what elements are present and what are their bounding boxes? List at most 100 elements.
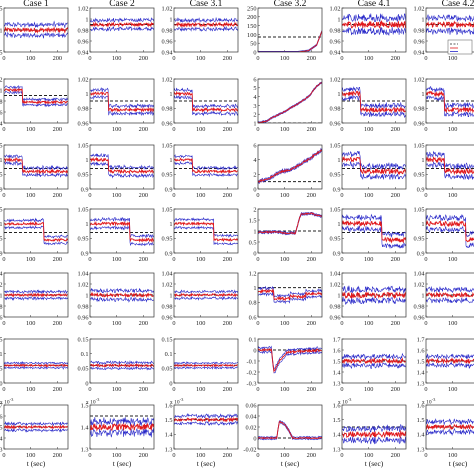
y-tick-label: 1.6 [165, 402, 173, 409]
x-tick-label: 0 [2, 386, 5, 393]
y-tick-label: 1 [85, 91, 88, 98]
upper-bound-line [258, 212, 322, 234]
x-tick-label: 0 [2, 192, 5, 199]
panel-frame [257, 7, 323, 53]
panel-frame [3, 338, 69, 384]
x-tick-label: 100 [196, 55, 205, 62]
x-tick-label: 0 [172, 320, 175, 327]
y-tick-label: 1.05 [329, 206, 340, 213]
upper-bound-line [342, 352, 406, 361]
mean-line [4, 87, 68, 105]
y-tick-label: 0.96 [0, 109, 3, 116]
y-tick-label: 1.4 [0, 435, 3, 442]
y-tick-label: 0.98 [0, 303, 3, 310]
y-tick-label: 0.95 [0, 172, 3, 179]
y-tick-label: 1.02 [161, 5, 172, 12]
lower-bound-line [4, 427, 68, 433]
upper-bound-line [4, 217, 68, 239]
x-tick-label: 100 [196, 256, 205, 263]
y-tick-label: 1 [169, 292, 172, 299]
upper-bound-line [4, 20, 68, 28]
y-tick-label: 1.3 [165, 446, 173, 453]
y-tick-label: 1.5 [0, 5, 3, 12]
y-tick-label: 0.96 [413, 120, 424, 127]
upper-bound-line [90, 216, 154, 239]
y-tick-label: 0.1 [0, 351, 3, 358]
x-tick-label: 200 [53, 192, 62, 199]
y-tick-label: 0.94 [329, 49, 341, 56]
y-tick-label: 0.95 [77, 172, 88, 179]
y-exponent-label: x 10-3 [338, 397, 352, 406]
y-tick-label: 1 [0, 292, 3, 299]
panel: 1.05 1 0.95 0.90 100 200 [77, 206, 155, 263]
x-tick-label: 0 [172, 386, 175, 393]
x-tick-label: 100 [448, 55, 457, 62]
mean-line [174, 363, 238, 368]
y-tick-label: 0.96 [77, 314, 88, 321]
y-tick-label: 0.05 [77, 366, 88, 373]
x-tick-label: 200 [307, 452, 316, 459]
y-tick-label: 1.04 [0, 270, 3, 277]
legend [447, 39, 473, 55]
lower-bound-line [426, 427, 474, 437]
y-tick-label: 0.5 [249, 239, 257, 246]
panel-frame [425, 404, 474, 450]
y-exponent-label: x 10-3 [86, 397, 100, 406]
panel-frame [341, 338, 407, 384]
x-tick-label: 100 [112, 386, 121, 393]
x-tick-label: 0 [340, 320, 343, 327]
x-tick-label: 200 [307, 192, 316, 199]
y-tick-label: 1 [169, 91, 172, 98]
y-tick-label: 0.94 [0, 120, 3, 127]
y-tick-label: 0.9 [417, 250, 425, 257]
y-tick-label: 0.15 [161, 336, 172, 343]
panel: 0.060.040.020-0.020 100 200 [243, 402, 323, 459]
panel-frame [425, 144, 474, 190]
x-tick-label: 200 [223, 386, 232, 393]
y-tick-label: 1.7 [333, 336, 341, 343]
y-exponent-label: x 10-3 [422, 397, 436, 406]
lower-bound-line [4, 225, 68, 246]
y-tick-label: 0.5 [0, 49, 3, 56]
mean-line [4, 220, 68, 242]
y-tick-label: 1 [85, 16, 88, 23]
x-tick-label: 200 [307, 256, 316, 263]
x-tick-label: 100 [26, 126, 35, 133]
y-tick-label: 0.95 [161, 236, 172, 243]
mean-line [90, 156, 154, 175]
panel: 2 1.5 1 0.5 00 100 200 [249, 206, 323, 263]
y-tick-label: 1.5 [81, 402, 89, 409]
x-tick-label: 100 [112, 452, 121, 459]
y-tick-label: 1.6 [0, 413, 3, 420]
x-tick-label: 200 [391, 320, 400, 327]
legend-box [447, 39, 473, 55]
y-tick-label: 1.3 [81, 446, 89, 453]
x-tick-label: 0 [424, 55, 427, 62]
x-tick-label: 0 [256, 386, 259, 393]
y-tick-label: 1 [421, 91, 424, 98]
panel: 0.15 0.1 0.05 00 100 200 [77, 336, 155, 393]
y-tick-label: 5 [253, 85, 256, 92]
x-tick-label: 200 [391, 452, 400, 459]
panel: 1.05 1 0.95 0.90 100 200 [0, 206, 69, 263]
lower-bound-line [174, 25, 238, 32]
panel-frame [3, 272, 69, 318]
mean-line [426, 20, 474, 28]
y-tick-label: 1.04 [413, 270, 425, 277]
x-tick-label: 100 [26, 386, 35, 393]
y-tick-label: 3 [253, 103, 256, 110]
x-tick-label: 0 [340, 452, 343, 459]
y-tick-label: 1.02 [413, 76, 424, 83]
upper-bound-line [174, 361, 238, 366]
upper-bound-line [258, 30, 322, 52]
y-tick-label: 1.04 [161, 270, 173, 277]
mean-line [258, 30, 322, 52]
y-tick-label: 0.96 [161, 314, 172, 321]
x-tick-label: 200 [139, 126, 148, 133]
x-tick-label: 100 [364, 320, 373, 327]
x-tick-label: 0 [340, 386, 343, 393]
x-tick-label: 0 [256, 256, 259, 263]
